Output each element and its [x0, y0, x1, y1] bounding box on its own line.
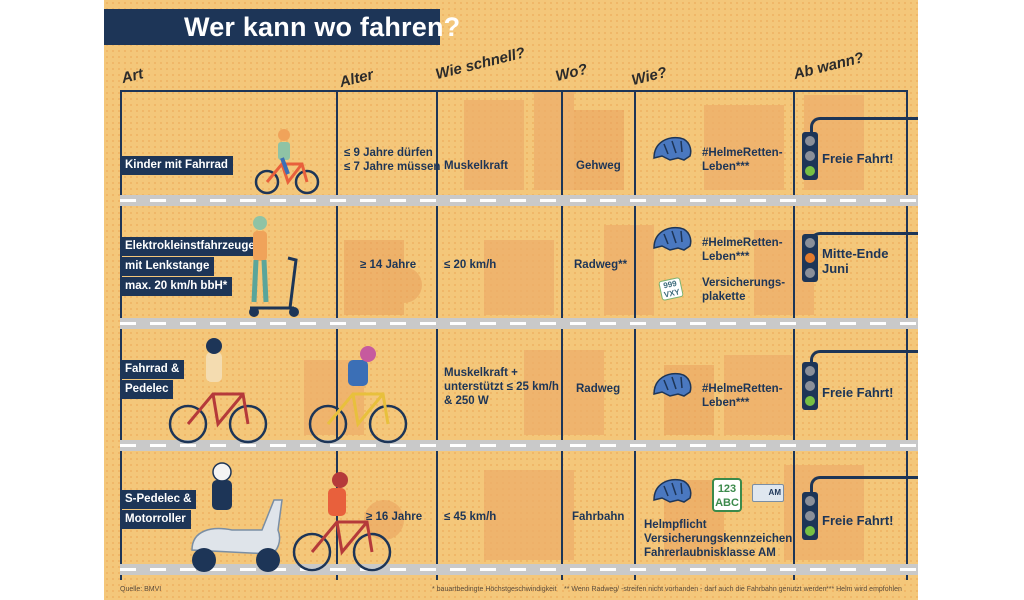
traffic-light-icon — [802, 132, 818, 180]
city-skyline-background — [304, 90, 864, 560]
grid-col-line — [436, 90, 438, 580]
grid-top-line — [120, 90, 908, 92]
row-label: S-Pedelec & — [120, 490, 197, 509]
cell-wie-schnell: ≤ 20 km/h — [444, 259, 497, 271]
license-class-label: AM — [768, 488, 781, 497]
cell-wie-extra: Versicherungs- plakette — [702, 277, 786, 303]
grid-col-line — [120, 90, 122, 580]
infographic-poster: Wer kann wo fahren? Art Alter Wie schnel… — [104, 0, 918, 600]
scooter-spedelec-illustration — [191, 462, 392, 572]
row-label: mit Lenkstange — [120, 257, 215, 276]
row-label: Motorroller — [120, 510, 191, 529]
cell-ab-wann: Freie Fahrt! — [822, 151, 894, 166]
row-label: Elektrokleinstfahrzeuge — [120, 237, 260, 256]
child-bicycle-illustration — [254, 129, 320, 195]
cell-alter: ≥ 16 Jahre — [366, 511, 423, 523]
page-title: Wer kann wo fahren? — [184, 12, 461, 42]
cell-wie-schnell: Muskelkraft — [444, 160, 508, 172]
footnote-1: * bauartbedingte Höchstgeschwindigkeit — [432, 586, 557, 593]
escooter-illustration — [249, 216, 299, 317]
cell-wo: Radweg** — [574, 259, 628, 271]
traffic-light-icon — [802, 234, 818, 282]
grid-col-line — [336, 90, 338, 580]
cell-wie-schnell: Muskelkraft + unterstützt ≤ 25 km/h & 25… — [444, 367, 559, 407]
footnote-source: Quelle: BMVI — [120, 586, 162, 593]
license-plate-icon: 123 ABC — [712, 478, 742, 512]
grid-col-line — [634, 90, 636, 580]
grid-col-line — [906, 90, 908, 580]
cell-alter: ≤ 9 Jahre dürfen ≤ 7 Jahre müssen — [344, 147, 441, 173]
cell-wo: Fahrbahn — [572, 511, 625, 523]
signal-connector — [810, 117, 918, 133]
driver-license-icon: AM — [752, 484, 784, 502]
cell-wie: #HelmeRetten- Leben*** — [702, 383, 783, 409]
helmet-icon — [653, 226, 692, 251]
traffic-light-icon — [802, 362, 818, 410]
row-label: max. 20 km/h bbH* — [120, 277, 233, 296]
row-label: Fahrrad & — [120, 360, 185, 379]
cell-wie: #HelmeRetten- Leben*** — [702, 237, 783, 263]
road-strip — [120, 440, 918, 451]
traffic-light-icon — [802, 492, 818, 540]
helmet-icon — [653, 372, 692, 397]
bicycle-pedelec-illustration — [168, 338, 408, 444]
title-bar — [104, 9, 440, 45]
cell-wie: Helmpflicht Versicherungskennzeichen Fah… — [644, 519, 793, 559]
signal-connector — [810, 476, 918, 492]
cell-alter: ≥ 14 Jahre — [360, 259, 417, 271]
road-strip — [120, 318, 918, 329]
grid-col-line — [793, 90, 795, 580]
helmet-icon — [653, 478, 692, 503]
grid-col-line — [561, 90, 563, 580]
cell-ab-wann: Freie Fahrt! — [822, 385, 894, 400]
row-label: Pedelec — [120, 380, 174, 399]
helmet-icon — [653, 136, 692, 161]
cell-wie: #HelmeRetten- Leben*** — [702, 147, 783, 173]
cell-ab-wann: Freie Fahrt! — [822, 513, 894, 528]
cell-wie-schnell: ≤ 45 km/h — [444, 511, 497, 523]
cell-wo: Radweg — [576, 383, 621, 395]
footnote-3: *** Helm wird empfohlen — [826, 586, 902, 593]
row-label: Kinder mit Fahrrad — [120, 156, 233, 175]
signal-connector — [810, 350, 918, 366]
cell-ab-wann: Mitte-Ende Juni — [822, 246, 889, 276]
footnote-2: ** Wenn Radweg/ -streifen nicht vorhande… — [564, 586, 827, 593]
road-strip — [120, 195, 918, 206]
cell-wo: Gehweg — [576, 160, 621, 172]
road-strip — [120, 564, 918, 575]
